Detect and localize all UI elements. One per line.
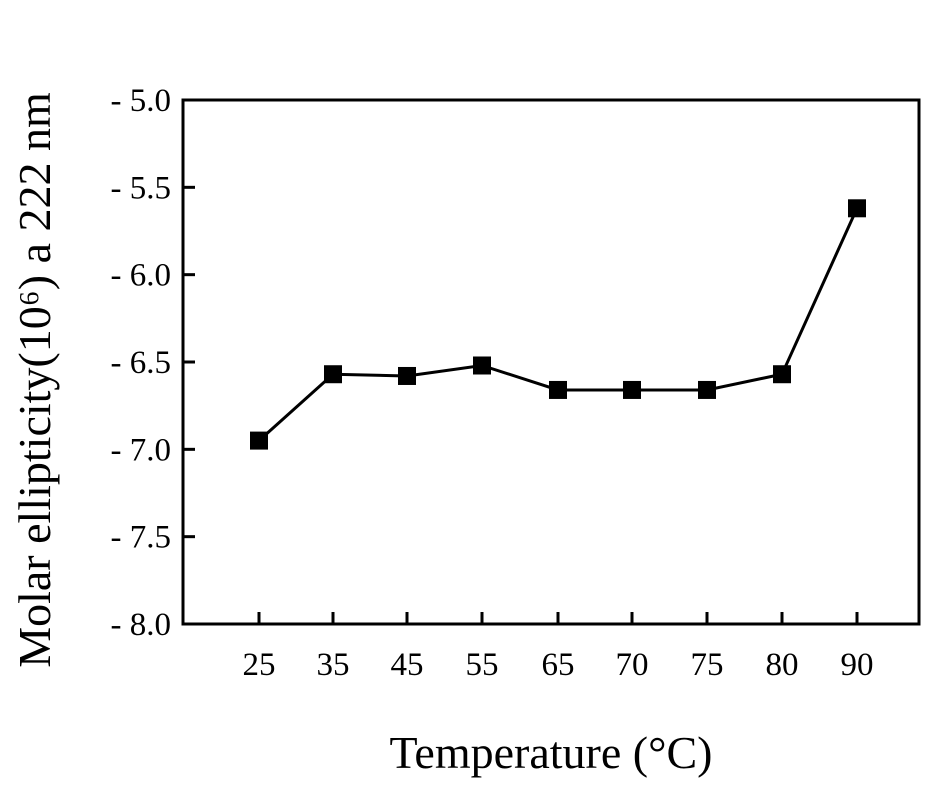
x-tick-label: 45 xyxy=(391,647,424,683)
series-line xyxy=(257,207,859,442)
series-markers xyxy=(250,199,866,450)
y-tick-label: - 7.0 xyxy=(111,432,172,468)
data-point-marker xyxy=(398,366,416,385)
x-tick-label: 80 xyxy=(766,647,799,683)
data-point-marker xyxy=(623,380,641,399)
y-tick-label: - 6.5 xyxy=(111,345,172,381)
y-axis-ticks xyxy=(183,98,195,626)
x-axis-title: Temperature (°C) xyxy=(390,727,713,778)
y-tick-label: - 7.5 xyxy=(111,520,172,556)
data-point-marker xyxy=(698,380,716,399)
x-tick-label: 65 xyxy=(542,647,575,683)
x-tick-label: 70 xyxy=(616,647,649,683)
y-tick-label: - 5.5 xyxy=(111,170,172,206)
x-tick-label: 90 xyxy=(841,647,874,683)
data-point-marker xyxy=(549,380,567,399)
data-point-marker xyxy=(250,431,268,450)
data-point-marker xyxy=(848,199,866,218)
plot-frame xyxy=(181,98,921,626)
y-tick-label: - 6.0 xyxy=(111,258,172,294)
y-tick-label: - 8.0 xyxy=(111,607,172,643)
x-tick-label: 35 xyxy=(317,647,350,683)
x-tick-label: 75 xyxy=(691,647,724,683)
y-tick-label: - 5.0 xyxy=(111,83,172,119)
data-point-marker xyxy=(473,356,491,375)
data-point-marker xyxy=(773,365,791,384)
x-axis-ticks xyxy=(257,612,859,624)
data-point-marker xyxy=(324,365,342,384)
x-axis-tick-labels: 25 35 45 55 65 70 75 80 90 xyxy=(243,647,874,683)
x-tick-label: 25 xyxy=(243,647,276,683)
y-axis-title: Molar ellipticity(10⁶) a 222 nm xyxy=(9,92,60,668)
x-tick-label: 55 xyxy=(466,647,499,683)
y-axis-tick-labels: - 5.0 - 5.5 - 6.0 - 6.5 - 7.0 - 7.5 - 8.0 xyxy=(111,83,172,643)
